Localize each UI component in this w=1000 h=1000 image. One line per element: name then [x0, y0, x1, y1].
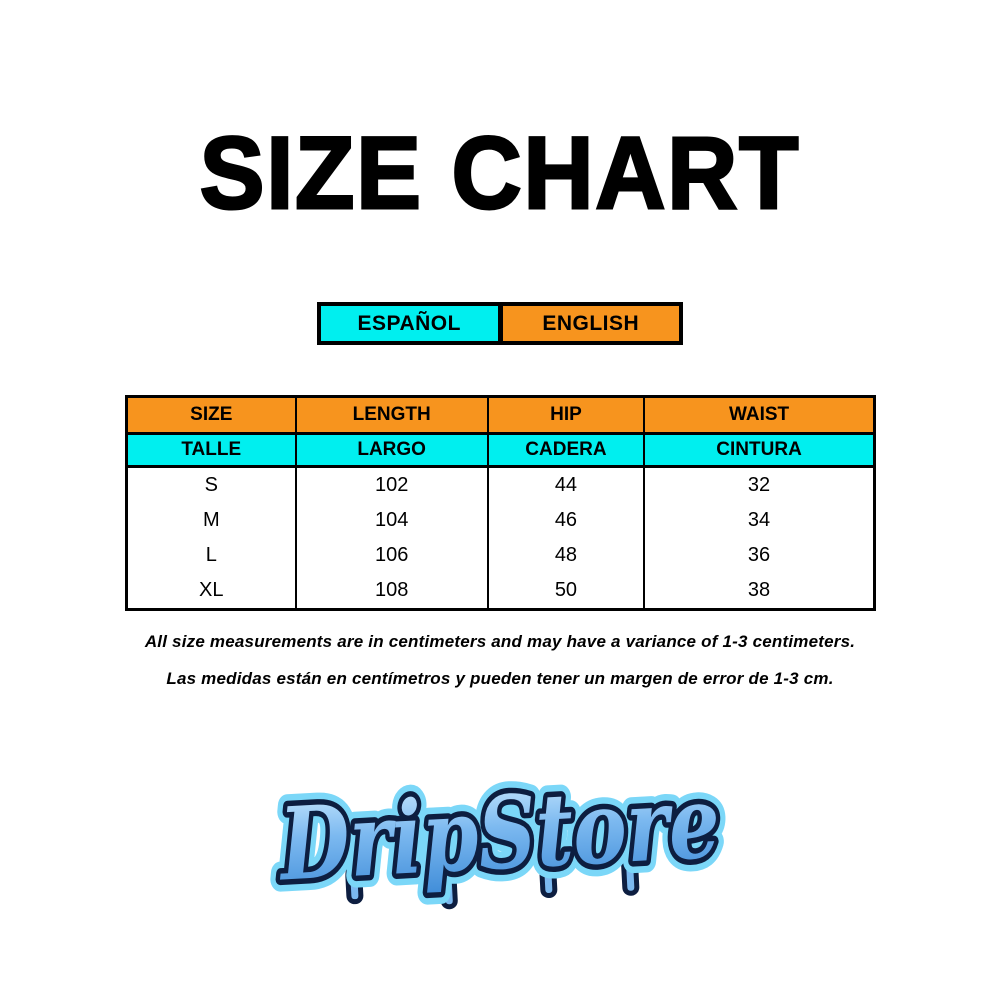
hip-cell: 50 — [486, 573, 645, 610]
waist-cell: 32 — [643, 466, 875, 503]
note-english: All size measurements are in centimeters… — [144, 632, 856, 651]
col-header-length: LENGTH — [294, 396, 488, 435]
logo-text: DripStore — [275, 763, 723, 904]
size-table: SIZE LENGTH HIP WAIST TALLE LARGO CADERA… — [125, 395, 876, 611]
size-cell: M — [126, 503, 296, 538]
header-row-english: SIZE LENGTH HIP WAIST — [126, 396, 875, 435]
col-header-largo: LARGO — [294, 433, 488, 468]
header-row-spanish: TALLE LARGO CADERA CINTURA — [126, 433, 875, 468]
size-cell: L — [126, 538, 296, 573]
col-header-talle: TALLE — [126, 433, 296, 468]
tab-english[interactable]: ENGLISH — [502, 306, 679, 341]
table-row-m: M 104 46 34 — [126, 503, 875, 538]
drip-blob — [539, 856, 558, 898]
col-header-waist: WAIST — [643, 396, 875, 435]
hip-cell: 44 — [486, 466, 645, 503]
col-header-size: SIZE — [126, 396, 296, 435]
table-row-xl: XL 108 50 38 — [126, 573, 875, 610]
note-spanish: Las medidas están en centímetros y puede… — [166, 669, 834, 688]
length-cell: 108 — [294, 573, 488, 610]
waist-cell: 34 — [643, 503, 875, 538]
drip-blob — [345, 861, 364, 905]
col-header-cintura: CINTURA — [643, 433, 875, 468]
table-row-s: S 102 44 32 — [126, 466, 875, 503]
col-header-hip: HIP — [486, 396, 645, 435]
length-cell: 106 — [294, 538, 488, 573]
logo-text-outline: DripStore — [275, 763, 723, 904]
language-tabs: ESPAÑOL ENGLISH — [317, 302, 683, 345]
dripstore-logo-graphic: DripStore DripStore DripStore — [263, 752, 735, 916]
hip-cell: 48 — [486, 538, 645, 573]
size-cell: S — [126, 466, 296, 503]
length-cell: 104 — [294, 503, 488, 538]
length-cell: 102 — [294, 466, 488, 503]
page-title: SIZE CHART — [198, 116, 801, 230]
col-header-cadera: CADERA — [486, 433, 645, 468]
size-cell: XL — [126, 573, 296, 610]
waist-cell: 38 — [643, 573, 875, 610]
brand-logo: DripStore DripStore DripStore — [0, 752, 1000, 922]
drip-blob — [621, 848, 640, 896]
tab-espanol[interactable]: ESPAÑOL — [321, 306, 498, 341]
table-row-l: L 106 48 36 — [126, 538, 875, 573]
waist-cell: 36 — [643, 538, 875, 573]
drip-blob — [439, 860, 458, 910]
hip-cell: 46 — [486, 503, 645, 538]
